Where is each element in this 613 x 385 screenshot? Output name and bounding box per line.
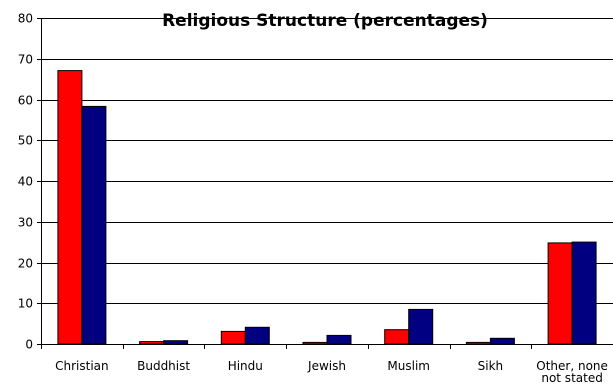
- bar-jewish-series-1: [302, 341, 328, 345]
- bar-other-none-not-stated-series-2: [571, 241, 597, 345]
- bar-jewish-series-2: [326, 334, 352, 345]
- y-tick-labels: 0 10 20 30 40 50 60 70 80: [18, 12, 33, 352]
- x-tick-label: Muslim: [387, 359, 430, 373]
- x-tick-label: Sikh: [478, 359, 504, 373]
- y-tick-label: 30: [18, 216, 33, 230]
- y-tick-label: 20: [18, 257, 33, 271]
- x-tick-label: Other, none: [536, 359, 608, 373]
- y-tick-label: 40: [18, 175, 33, 189]
- y-tick-label: 10: [18, 297, 33, 311]
- y-tick-label: 50: [18, 134, 33, 148]
- bar-christian-series-1: [57, 70, 83, 345]
- gridlines: [41, 18, 613, 304]
- x-tick-label: Jewish: [307, 359, 346, 373]
- bar-hindu-series-2: [244, 326, 270, 345]
- bar-hindu-series-1: [220, 330, 246, 345]
- bar-buddhist-series-1: [139, 341, 165, 345]
- x-tick-labels: Christian Buddhist Hindu Jewish Muslim Sikh Ot…: [55, 359, 608, 385]
- bar-sikh-series-2: [489, 337, 515, 345]
- x-tick-label: Buddhist: [137, 359, 190, 373]
- y-tick-label: 80: [18, 12, 33, 26]
- x-tick-label: Hindu: [228, 359, 263, 373]
- bar-muslim-series-2: [408, 308, 434, 345]
- bar-muslim-series-1: [384, 329, 410, 345]
- bars: [57, 70, 597, 345]
- x-tick-label: not stated: [541, 371, 602, 385]
- chart-title: Religious Structure (percentages): [162, 11, 488, 31]
- axes: [37, 18, 613, 349]
- bar-buddhist-series-2: [163, 340, 189, 345]
- bar-sikh-series-1: [465, 341, 491, 345]
- y-tick-label: 0: [25, 338, 33, 352]
- y-tick-label: 70: [18, 53, 33, 67]
- bar-christian-series-2: [81, 105, 107, 345]
- bar-other-none-not-stated-series-1: [547, 242, 573, 345]
- y-tick-label: 60: [18, 94, 33, 108]
- x-tick-label: Christian: [55, 359, 109, 373]
